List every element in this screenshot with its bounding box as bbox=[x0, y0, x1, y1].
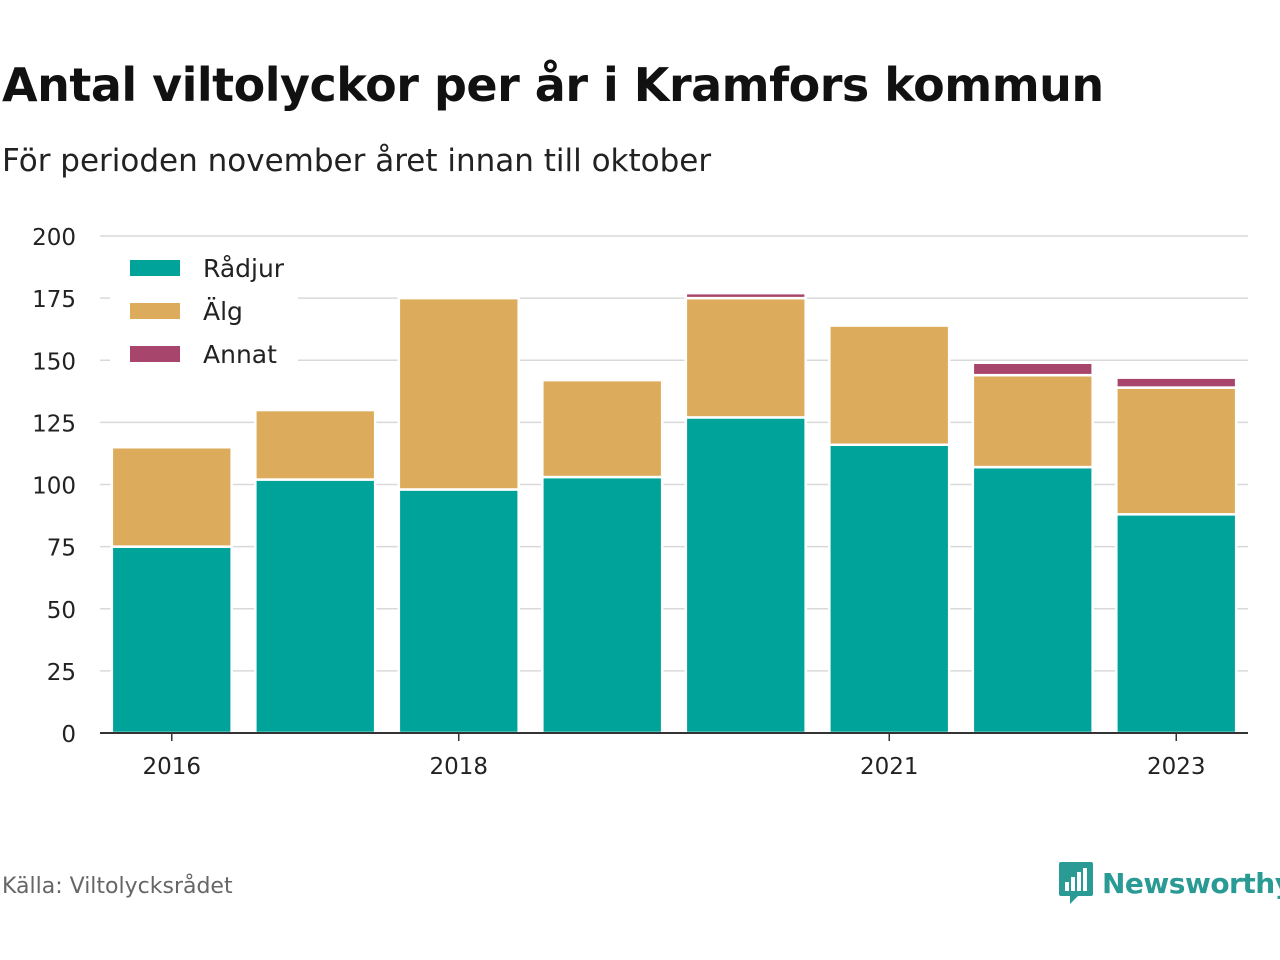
bars bbox=[110, 291, 1238, 735]
bar-segment bbox=[684, 291, 807, 300]
bar-segment bbox=[541, 378, 664, 479]
bar-segment bbox=[397, 488, 520, 735]
legend: Rådjur Älg Annat bbox=[110, 250, 298, 376]
y-tick-label: 25 bbox=[47, 660, 76, 686]
bar-segment bbox=[828, 321, 951, 327]
newsworthy-brand[interactable]: Newsworthy bbox=[1058, 860, 1280, 906]
bar-segment bbox=[971, 373, 1094, 469]
bar-segment bbox=[110, 545, 233, 735]
bar-segment bbox=[828, 324, 951, 446]
y-tick-label: 75 bbox=[47, 536, 76, 562]
x-tick-label: 2016 bbox=[142, 754, 201, 780]
bar-segment bbox=[971, 465, 1094, 735]
bar-segment bbox=[254, 406, 377, 412]
y-tick-label: 175 bbox=[32, 287, 76, 313]
x-tick-label: 2023 bbox=[1147, 754, 1206, 780]
y-tick-label: 150 bbox=[32, 349, 76, 375]
y-tick-label: 200 bbox=[32, 225, 76, 251]
legend-swatch bbox=[130, 260, 180, 276]
bar-segment bbox=[1115, 376, 1238, 389]
bar-segment bbox=[1115, 386, 1238, 516]
chart-title: Antal viltolyckor per år i Kramfors komm… bbox=[2, 58, 1104, 112]
legend-label: Rådjur bbox=[203, 254, 285, 283]
legend-label: Älg bbox=[203, 297, 243, 326]
bar-segment bbox=[684, 416, 807, 735]
bar-segment bbox=[684, 296, 807, 419]
legend-label: Annat bbox=[203, 340, 277, 369]
x-tick-label: 2021 bbox=[860, 754, 919, 780]
bar-segment bbox=[828, 443, 951, 735]
bar-segment bbox=[397, 296, 520, 491]
newsworthy-logo-icon bbox=[1059, 862, 1093, 904]
y-tick-label: 100 bbox=[32, 474, 76, 500]
bar-segment bbox=[1115, 513, 1238, 735]
y-tick-label: 125 bbox=[32, 411, 76, 437]
source-note: Källa: Viltolycksrådet bbox=[2, 874, 233, 899]
bar-segment bbox=[254, 408, 377, 481]
legend-swatch bbox=[130, 346, 180, 362]
bar-segment bbox=[254, 478, 377, 735]
legend-swatch bbox=[130, 303, 180, 319]
chart-subtitle: För perioden november året innan till ok… bbox=[2, 143, 712, 179]
axes: 0 25 50 75 100 125 150 175 200 2016 2018 2021 2023 bbox=[32, 225, 1248, 780]
y-tick-label: 50 bbox=[47, 598, 76, 624]
bar-segment bbox=[971, 361, 1094, 377]
bar-segment bbox=[541, 475, 664, 735]
y-tick-label: 0 bbox=[61, 722, 76, 748]
brand-name: Newsworthy bbox=[1102, 866, 1280, 900]
bar-segment bbox=[110, 445, 233, 548]
x-tick-label: 2018 bbox=[429, 754, 488, 780]
